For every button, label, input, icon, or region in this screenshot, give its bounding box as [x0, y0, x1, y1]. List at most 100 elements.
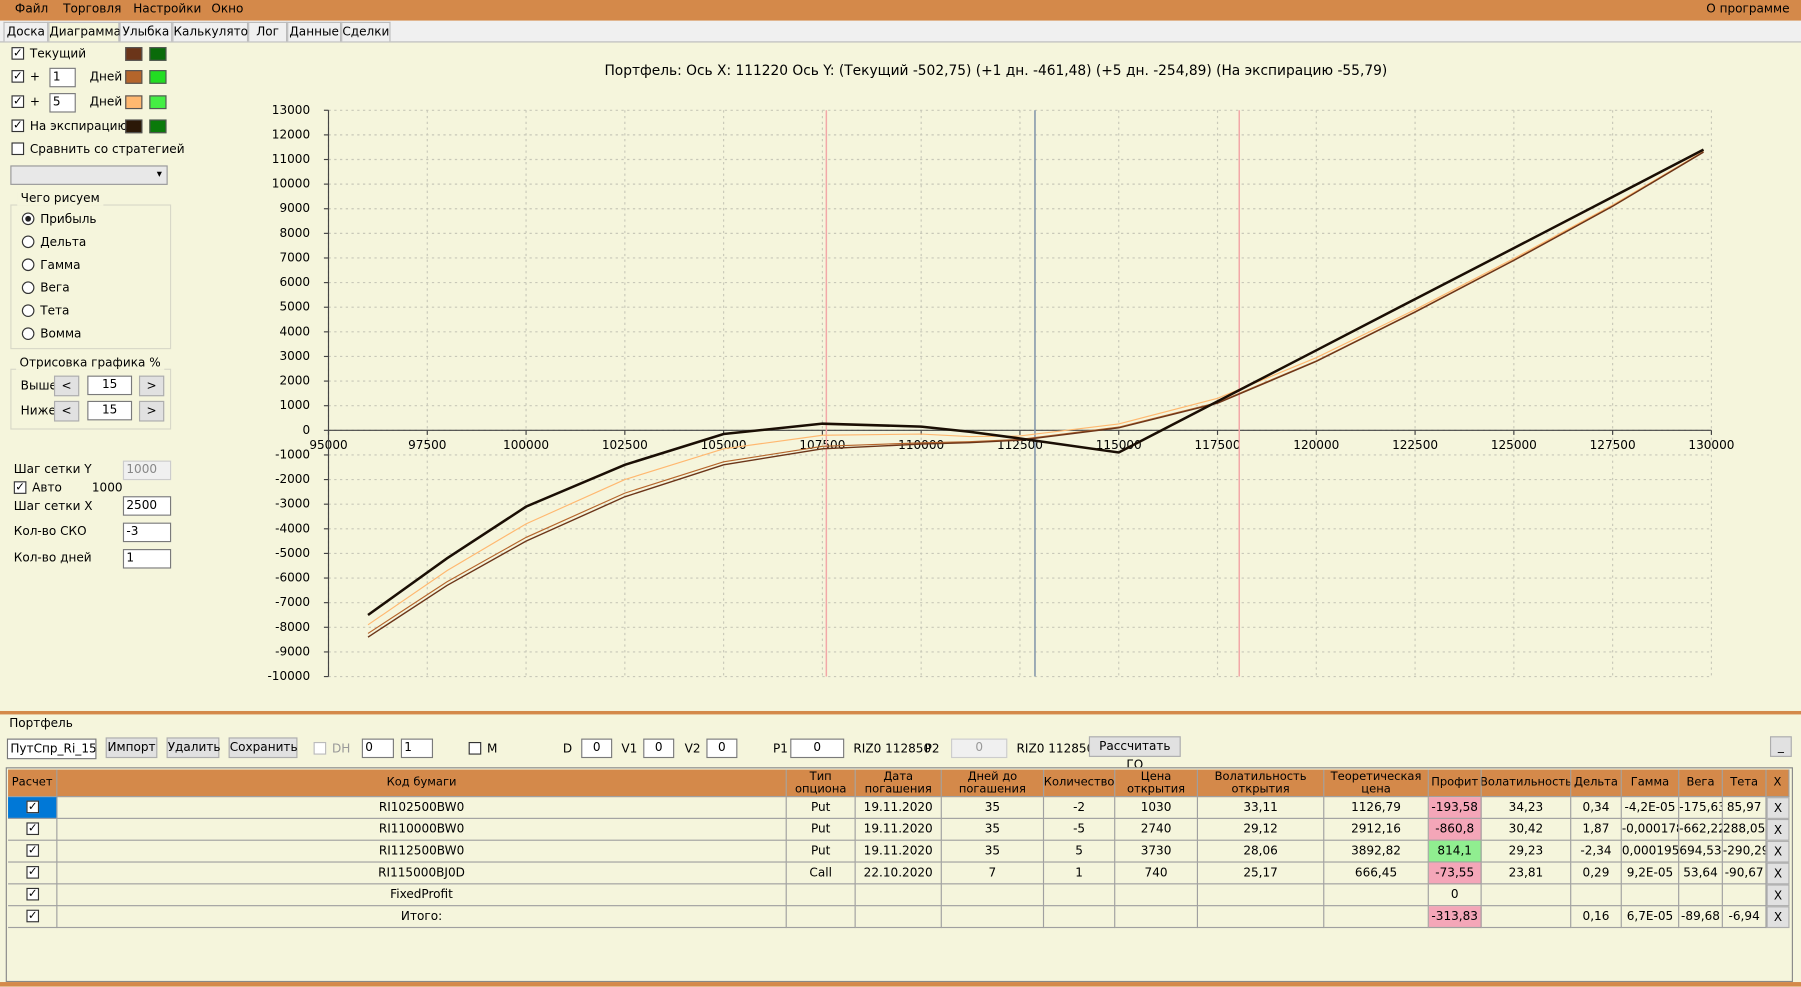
color-swatch[interactable]: [149, 119, 167, 134]
y-tick-label: -5000: [275, 546, 310, 560]
checkbox[interactable]: [468, 741, 482, 755]
button[interactable]: _: [1769, 736, 1792, 757]
button[interactable]: <: [53, 400, 80, 422]
splitter[interactable]: [0, 710, 1801, 715]
input[interactable]: 2500: [122, 496, 172, 516]
remove-button[interactable]: X: [1766, 862, 1790, 885]
checkbox-cell[interactable]: ✓: [8, 884, 58, 907]
column-header[interactable]: Вега: [1679, 769, 1723, 798]
radio[interactable]: [21, 327, 35, 340]
radio[interactable]: [21, 235, 35, 249]
checkbox[interactable]: ✓: [26, 909, 40, 923]
remove-button[interactable]: X: [1766, 840, 1790, 863]
checkbox-cell[interactable]: ✓: [8, 862, 58, 885]
combo-box[interactable]: ПутСпр_Ri_15: [6, 738, 97, 760]
column-header[interactable]: Гамма: [1621, 769, 1680, 798]
cell: 1030: [1115, 797, 1198, 819]
input[interactable]: -3: [122, 522, 172, 543]
input[interactable]: 1: [122, 549, 172, 569]
remove-button[interactable]: X: [1766, 906, 1790, 929]
cell: FixedProfit: [57, 884, 787, 907]
column-header[interactable]: Количество: [1044, 769, 1116, 798]
column-header[interactable]: Дата погашения: [855, 769, 942, 798]
menu-item[interactable]: Настройки: [133, 2, 202, 17]
input[interactable]: 5: [49, 93, 76, 113]
color-swatch[interactable]: [149, 47, 167, 61]
color-swatch[interactable]: [149, 70, 167, 84]
checkbox[interactable]: ✓: [11, 47, 25, 60]
column-header[interactable]: Тип опциона: [786, 769, 856, 798]
button[interactable]: Удалить: [166, 737, 220, 759]
checkbox[interactable]: ✓: [11, 70, 25, 83]
checkbox[interactable]: ✓: [13, 481, 27, 494]
color-swatch[interactable]: [125, 47, 143, 61]
spin-box[interactable]: 0: [361, 738, 394, 759]
column-header[interactable]: X: [1766, 769, 1790, 798]
checkbox[interactable]: ✓: [11, 119, 25, 133]
tab[interactable]: Лог: [248, 21, 288, 42]
checkbox[interactable]: ✓: [26, 866, 40, 879]
checkbox[interactable]: ✓: [11, 95, 25, 108]
cell: 28,06: [1197, 840, 1325, 863]
cell: RI115000BJ0D: [57, 862, 787, 885]
column-header[interactable]: Волатильность открытия: [1197, 769, 1325, 798]
label: Кол-во дней: [13, 551, 92, 566]
color-swatch[interactable]: [125, 95, 143, 110]
checkbox-cell[interactable]: ✓: [8, 906, 58, 929]
column-header[interactable]: Профит: [1428, 769, 1482, 798]
button[interactable]: Импорт: [105, 737, 158, 759]
remove-button[interactable]: X: [1766, 818, 1790, 841]
tab[interactable]: Улыбка: [119, 21, 173, 42]
column-header[interactable]: Теоретическая цена: [1324, 769, 1429, 798]
button[interactable]: Рассчитать ГО: [1088, 736, 1181, 772]
input[interactable]: 1: [49, 67, 76, 88]
input[interactable]: 0: [581, 738, 613, 759]
radio[interactable]: [21, 258, 35, 272]
color-swatch[interactable]: [125, 119, 143, 134]
menu-item[interactable]: О программе: [1706, 2, 1790, 17]
input[interactable]: 15: [87, 375, 133, 396]
menu-item[interactable]: Торговля: [63, 2, 122, 17]
checkbox-cell[interactable]: ✓: [8, 797, 58, 819]
x-tick-label: 97500: [408, 438, 446, 452]
radio[interactable]: [21, 281, 35, 295]
column-header[interactable]: Расчет: [8, 769, 58, 798]
column-header[interactable]: Код бумаги: [57, 769, 787, 798]
color-swatch[interactable]: [125, 70, 143, 84]
combo-box[interactable]: ▾: [10, 165, 168, 185]
button[interactable]: >: [138, 400, 165, 422]
input[interactable]: 0: [643, 738, 675, 759]
color-swatch[interactable]: [149, 95, 167, 110]
tab[interactable]: Диаграмма: [48, 21, 121, 42]
checkbox[interactable]: ✓: [26, 887, 40, 901]
column-header[interactable]: Волатильность: [1481, 769, 1572, 798]
tab[interactable]: Сделки: [341, 21, 391, 42]
tab[interactable]: Данные: [287, 21, 342, 42]
remove-button[interactable]: X: [1766, 797, 1790, 819]
button[interactable]: >: [138, 375, 165, 397]
x-tick-label: 127500: [1590, 438, 1636, 452]
input[interactable]: 0: [790, 738, 845, 759]
spin-box[interactable]: 1: [400, 738, 434, 759]
remove-button[interactable]: X: [1766, 884, 1790, 907]
tab[interactable]: Калькулятор: [172, 21, 256, 42]
column-header[interactable]: Дней до погашения: [941, 769, 1045, 798]
column-header[interactable]: Цена открытия: [1115, 769, 1198, 798]
column-header[interactable]: Дельта: [1571, 769, 1622, 798]
tab[interactable]: Доска: [3, 21, 49, 42]
button[interactable]: <: [53, 375, 80, 397]
menu-item[interactable]: Файл: [14, 2, 49, 17]
button[interactable]: Сохранить: [228, 737, 298, 759]
checkbox-cell[interactable]: ✓: [8, 818, 58, 841]
checkbox-cell[interactable]: ✓: [8, 840, 58, 863]
checkbox[interactable]: ✓: [26, 844, 40, 857]
radio[interactable]: [21, 304, 35, 318]
input[interactable]: 0: [706, 738, 738, 759]
radio[interactable]: [21, 212, 35, 226]
menu-item[interactable]: Окно: [211, 2, 244, 17]
checkbox[interactable]: ✓: [26, 822, 40, 836]
input[interactable]: 15: [87, 400, 133, 421]
column-header[interactable]: Тета: [1722, 769, 1767, 798]
checkbox[interactable]: [11, 142, 25, 156]
checkbox[interactable]: ✓: [26, 800, 40, 814]
